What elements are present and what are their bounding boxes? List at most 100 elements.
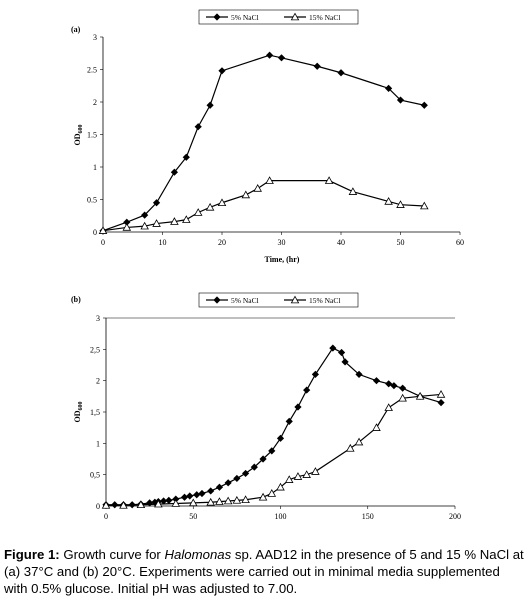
y-axis-title-b-sub: 600 <box>78 402 84 411</box>
legend-label-a-1: 5% NaCl <box>231 13 259 22</box>
chart-panel-a: (a) 5% NaCl 15% NaCl 00.511.522.530 10 20 30… <box>71 9 464 264</box>
axes-b: 0 0,5 1 1,5 2 2,5 3 0 50 100 150 200 <box>90 314 461 521</box>
data-point-b-1 <box>341 358 349 366</box>
data-point-a-1 <box>266 51 274 59</box>
data-point-a-2 <box>324 176 334 184</box>
figure-caption: Figure 1: Growth curve for Halomonas sp.… <box>4 546 526 597</box>
y-tick-label-b: 2 <box>96 377 100 386</box>
data-point-a-2 <box>140 221 149 230</box>
data-point-b-1 <box>193 491 201 499</box>
data-point-b-2 <box>223 496 233 505</box>
data-point-a-1 <box>313 62 321 70</box>
data-point-b-1 <box>294 403 302 411</box>
y-tick-label-a: 0.5 <box>87 196 97 205</box>
data-point-a-2 <box>265 176 274 184</box>
data-point-b-1 <box>165 496 173 504</box>
data-point-a-1 <box>170 168 178 176</box>
data-point-a-2 <box>253 184 262 192</box>
data-point-b-1 <box>159 497 168 505</box>
data-point-b-2 <box>384 403 393 411</box>
data-point-b-1 <box>207 487 215 495</box>
data-point-b-1 <box>285 417 293 425</box>
y-tick-label-a: 2.5 <box>87 66 97 75</box>
data-point-b-2 <box>136 500 146 509</box>
y-tick-label-b: 0 <box>96 502 100 511</box>
data-point-b-1 <box>337 348 346 357</box>
x-tick-label-a: 40 <box>337 238 345 247</box>
data-point-b-2 <box>171 499 181 507</box>
data-point-b-2 <box>188 498 198 507</box>
x-tick-label-b: 50 <box>189 512 197 521</box>
data-point-b-1 <box>111 501 119 509</box>
data-point-a-2 <box>182 215 191 223</box>
x-tick-label-b: 100 <box>275 512 287 521</box>
data-point-b-1 <box>186 492 194 500</box>
data-point-b-2 <box>101 500 111 509</box>
y-axis-title-a: OD600 <box>73 125 84 146</box>
axes-a: 00.511.522.530 10 20 30 40 50 60 <box>87 33 464 247</box>
y-axis-title-a-sub: 600 <box>78 125 84 134</box>
legend-marker-a-1 <box>213 13 221 21</box>
data-point-a-1 <box>141 211 149 219</box>
x-tick-label-b: 0 <box>104 512 108 521</box>
x-axis-title-a: Time, (hr) <box>265 255 300 264</box>
legend-marker-a-2 <box>290 12 300 21</box>
data-point-b-1 <box>268 447 276 455</box>
data-point-b-1 <box>233 474 241 483</box>
data-point-a-1 <box>152 199 161 207</box>
x-tick-label-b: 200 <box>449 512 461 521</box>
data-point-a-1 <box>420 101 428 109</box>
legend-b: 5% NaCl 15% NaCl <box>206 295 340 305</box>
data-point-b-2 <box>311 467 320 475</box>
data-point-b-1 <box>372 377 381 385</box>
data-point-b-1 <box>224 479 232 487</box>
series-b <box>101 344 446 509</box>
x-tick-label-a: 20 <box>218 238 226 247</box>
svg-text:OD600: OD600 <box>73 402 84 423</box>
data-point-a-2 <box>348 187 358 195</box>
data-point-a-1 <box>385 84 393 92</box>
data-point-b-1 <box>311 370 319 378</box>
data-point-a-2 <box>420 201 429 210</box>
data-point-b-2 <box>302 470 311 478</box>
data-point-b-2 <box>119 500 128 509</box>
data-point-b-2 <box>346 443 355 452</box>
y-tick-label-b: 1,5 <box>90 408 100 417</box>
data-point-b-1 <box>198 489 206 498</box>
data-point-b-2 <box>206 497 215 506</box>
data-point-a-1 <box>182 153 190 161</box>
panel-b-label: (b) <box>71 295 81 304</box>
chart-panel-b: (b) 5% NaCl 15% NaCl 0 0,5 1 1,5 2 2,5 3 0 50 100 1… <box>71 292 461 521</box>
y-tick-label-b: 1 <box>96 439 100 448</box>
svg-text:OD600: OD600 <box>73 125 84 146</box>
data-point-a-2 <box>217 198 227 207</box>
data-point-b-2 <box>258 492 268 501</box>
data-point-b-1 <box>303 386 311 394</box>
data-point-a-1 <box>277 54 286 62</box>
series-a <box>98 51 429 235</box>
legend-b-box <box>198 292 359 308</box>
data-point-a-1 <box>194 123 202 131</box>
legend-a: 5% NaCl 15% NaCl <box>206 12 340 22</box>
y-axis-title-a-main: OD <box>73 133 82 145</box>
data-point-b-1 <box>180 493 189 501</box>
data-point-b-2 <box>267 489 277 497</box>
x-tick-label-a: 10 <box>159 238 167 247</box>
y-axis-title-b-main: OD <box>73 410 82 422</box>
series-line-a-1 <box>102 54 425 232</box>
x-tick-label-a: 60 <box>456 238 464 247</box>
y-tick-label-a: 1.5 <box>87 131 97 140</box>
data-point-b-2 <box>293 472 303 480</box>
data-point-b-2 <box>436 390 446 398</box>
y-axis-title-b: OD600 <box>73 402 84 423</box>
data-point-b-1 <box>242 469 250 478</box>
x-tick-label-a: 50 <box>397 238 405 247</box>
legend-label-a-2: 15% NaCl <box>309 13 340 22</box>
data-point-a-2 <box>384 197 393 205</box>
data-point-b-2 <box>232 495 242 504</box>
legend-a-box <box>198 9 359 25</box>
x-tick-label-b: 150 <box>362 512 374 521</box>
data-point-b-1 <box>276 434 285 442</box>
data-point-b-1 <box>355 370 363 378</box>
y-tick-label-a: 0 <box>93 228 97 237</box>
